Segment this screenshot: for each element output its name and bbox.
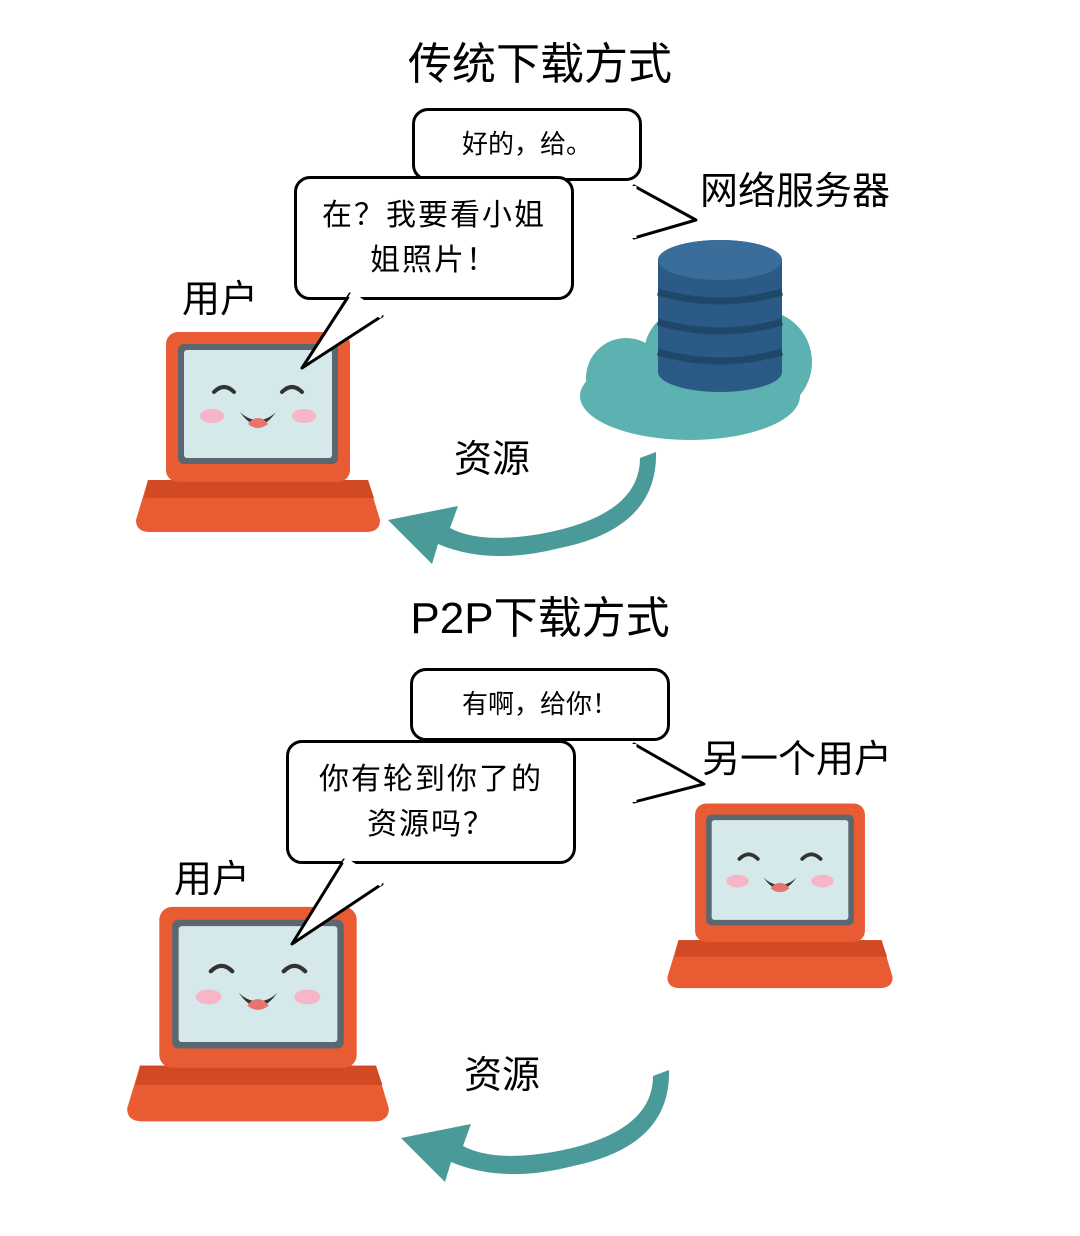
section-p2p: P2P下载方式 有啊，给你！ 你有轮到你了的资源吗？ 用户 另一个用户 xyxy=(0,576,1080,1236)
bubble-server-reply: 好的，给。 xyxy=(412,108,642,181)
bubble-user-request-2-tail xyxy=(282,854,392,964)
bubble-user-request: 在？我要看小姐姐照片！ xyxy=(294,176,574,300)
resource-arrow-1 xyxy=(380,448,660,568)
user-label-1: 用户 xyxy=(182,268,258,323)
arrow-icon xyxy=(380,448,660,568)
arrow-icon xyxy=(388,1066,678,1186)
section2-title: P2P下载方式 xyxy=(0,576,1080,646)
bubble-user-request-text: 在？我要看小姐姐照片！ xyxy=(322,199,546,277)
bubble-user-request-tail xyxy=(290,288,390,388)
section1-title: 传统下载方式 xyxy=(0,0,1080,92)
resource-arrow-2 xyxy=(388,1066,678,1186)
server-label: 网络服务器 xyxy=(700,160,890,215)
bubble-peer-reply-tail xyxy=(626,736,726,836)
bubble-server-reply-tail xyxy=(626,178,716,268)
bubble-peer-reply-text: 有啊，给你！ xyxy=(462,690,618,719)
bubble-user-request-2: 你有轮到你了的资源吗？ xyxy=(286,740,576,864)
bubble-server-reply-text: 好的，给。 xyxy=(462,130,592,159)
bubble-user-request-2-text: 你有轮到你了的资源吗？ xyxy=(319,763,543,841)
section-traditional: 传统下载方式 好的，给。 在？我要看小姐姐照片！ 用户 网络服务器 xyxy=(0,0,1080,580)
bubble-peer-reply: 有啊，给你！ xyxy=(410,668,670,741)
peer-label: 另一个用户 xyxy=(702,728,892,783)
